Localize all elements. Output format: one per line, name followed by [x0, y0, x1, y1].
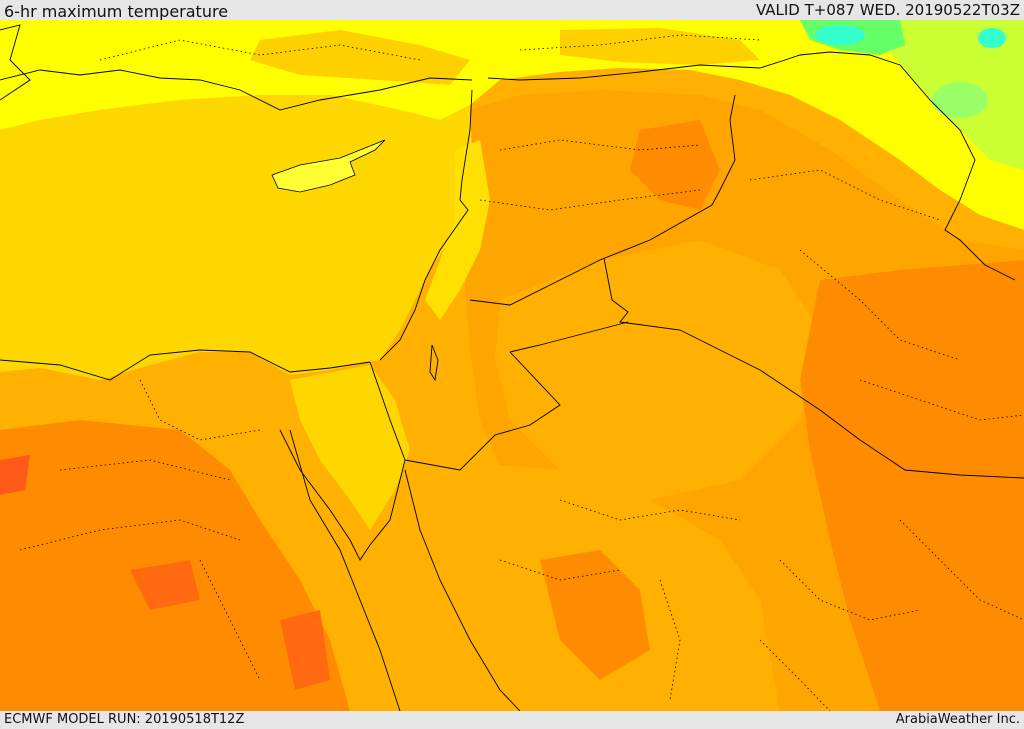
iraq-darkorange-2 [630, 120, 720, 210]
header-bar: 6-hr maximum temperature VALID T+087 WED… [0, 0, 1024, 21]
jordan-saudi-border [509, 321, 629, 353]
sinai-yellow [290, 365, 410, 530]
footer-bar: ECMWF MODEL RUN: 20190518T12Z ArabiaWeat… [0, 711, 1024, 729]
iraq-darkorange [800, 260, 1024, 711]
red-sea [330, 490, 500, 711]
valid-time: VALID T+087 WED. 20190522T03Z [755, 1, 1020, 19]
saudi-darkorange [540, 550, 650, 680]
israel-egypt-border [369, 361, 406, 461]
credit: ArabiaWeather Inc. [895, 712, 1020, 727]
gulf-of-suez [279, 429, 406, 561]
iraq-saudi-border [603, 257, 1024, 479]
northern-yellow-region [0, 20, 1024, 230]
mediterranean-sea [0, 95, 472, 380]
aegean-coast [0, 24, 31, 101]
egypt-red-patch [0, 455, 30, 495]
country-borders [0, 24, 1024, 711]
north-amber-patch-2 [560, 28, 760, 65]
egypt-red-patch-2 [130, 560, 200, 610]
syria-iraq-border [487, 51, 1016, 281]
egypt-coastline [0, 349, 371, 381]
syria-jordan-border [469, 94, 736, 306]
province-boundaries [19, 34, 1024, 711]
levant-coast-yellow [425, 140, 490, 320]
levant-coastline [379, 89, 473, 361]
dead-sea [429, 344, 439, 382]
model-run: ECMWF MODEL RUN: 20190518T12Z [4, 712, 245, 727]
temperature-map [0, 20, 1024, 711]
red-sea-east-coast [404, 469, 521, 711]
syrian-desert-amber [495, 240, 820, 500]
turkey-coast [0, 69, 473, 111]
egypt-red-patch-3 [280, 610, 330, 690]
north-amber-patch [250, 30, 470, 85]
red-sea-west-coast [289, 429, 401, 711]
green-spot [932, 82, 988, 118]
jordan-saudi-border-2 [404, 351, 561, 471]
cyprus [271, 139, 386, 193]
map-title: 6-hr maximum temperature [4, 2, 229, 21]
cyan-spot [815, 25, 865, 45]
cyan-spot-2 [978, 28, 1006, 48]
